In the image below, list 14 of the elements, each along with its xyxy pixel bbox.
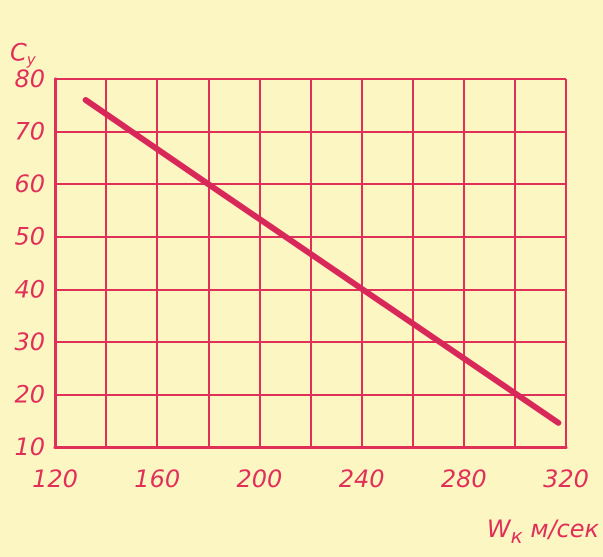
- y-tick-label: 20: [14, 380, 45, 408]
- x-tick-label: 160: [134, 465, 180, 493]
- x-tick-label: 320: [543, 465, 589, 493]
- x-tick-label: 200: [236, 465, 282, 493]
- y-tick-label: 70: [14, 118, 45, 146]
- y-tick-label: 60: [14, 170, 45, 198]
- y-tick-label: 40: [14, 275, 45, 304]
- x-axis-title: W$_{к}$ м/сек: [486, 515, 599, 548]
- y-tick-label: 30: [14, 328, 45, 356]
- y-tick-label: 10: [14, 433, 45, 461]
- x-tick-label: 280: [440, 465, 487, 493]
- x-tick-label: 240: [338, 465, 385, 493]
- x-tick-label: 120: [32, 465, 78, 493]
- y-tick-label: 50: [14, 222, 45, 251]
